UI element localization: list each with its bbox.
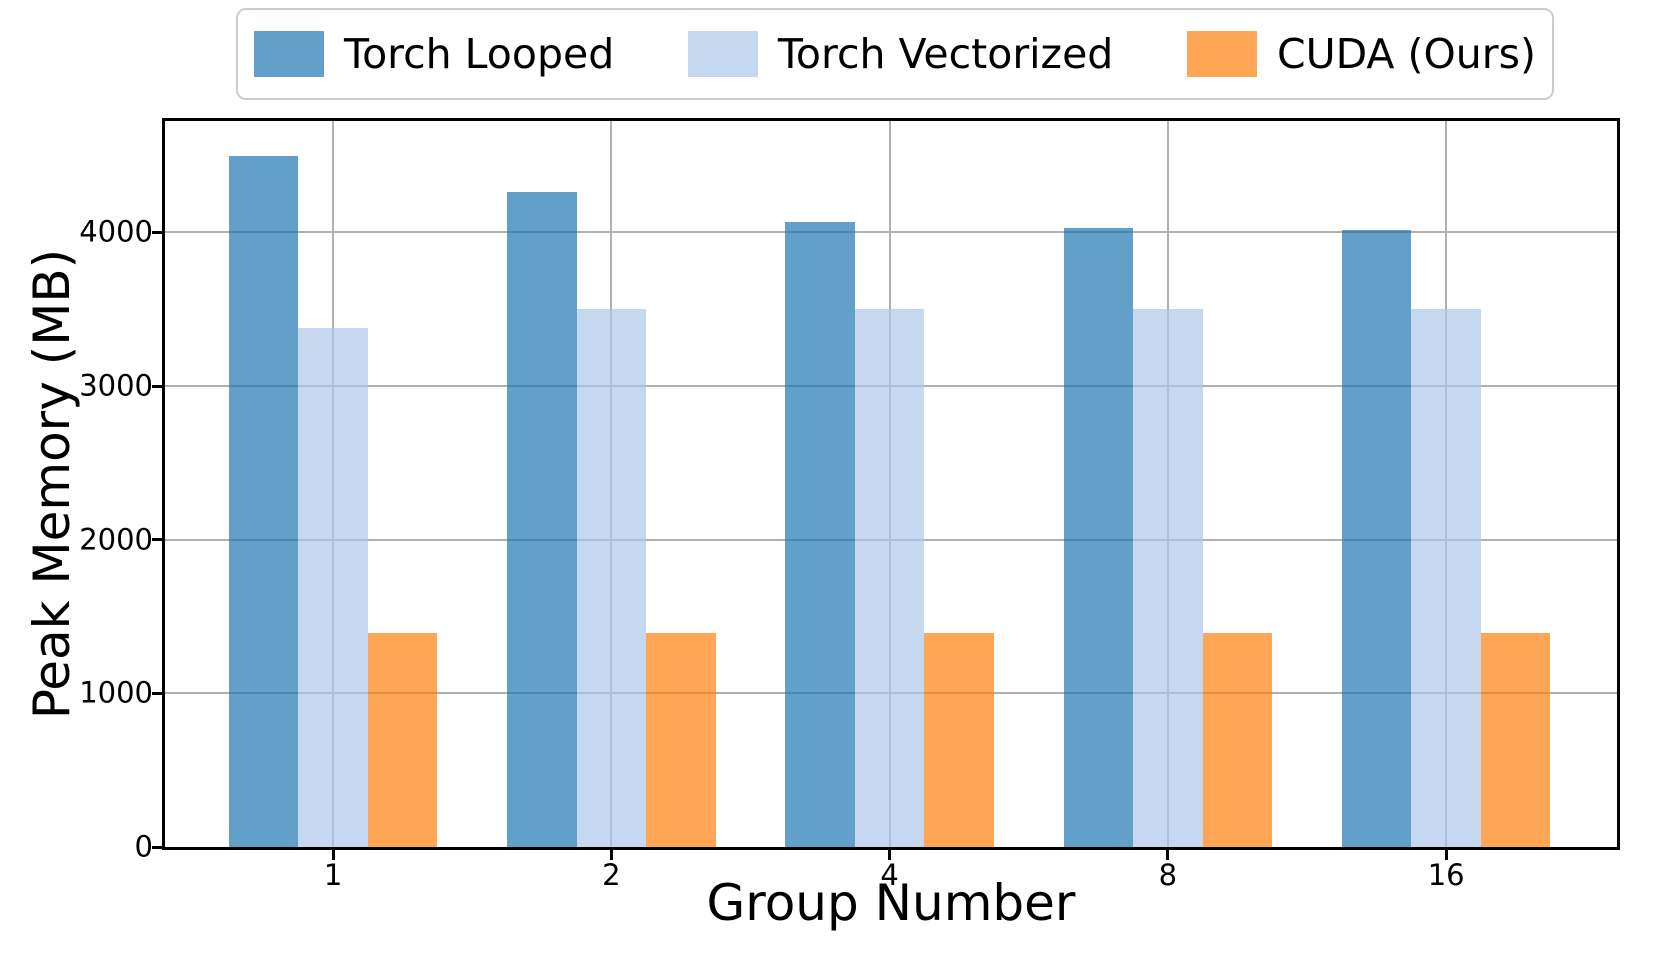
bar-torch-looped-group-2	[507, 192, 577, 847]
x-tick-2	[609, 850, 613, 860]
bar-torch-looped-group-1	[228, 155, 299, 847]
bar-cuda-ours-group-4	[924, 633, 994, 847]
bar-torch-vectorized-group-1	[298, 327, 368, 847]
y-tick-label-3000: 3000	[79, 368, 153, 403]
x-tick-label-1: 1	[323, 858, 343, 892]
bar-cuda-ours-group-1	[367, 633, 438, 847]
bar-torch-vectorized-group-2	[576, 309, 647, 847]
x-tick-label-8: 8	[1158, 858, 1178, 892]
bar-cuda-ours-group-16	[1480, 633, 1551, 847]
bar-torch-vectorized-group-4	[854, 309, 925, 847]
x-axis-label: Group Number	[706, 874, 1076, 932]
bar-torch-vectorized-group-8	[1133, 309, 1203, 847]
bar-torch-vectorized-group-16	[1411, 309, 1481, 847]
x-tick-8	[1166, 850, 1170, 860]
y-axis-label: Peak Memory (MB)	[23, 248, 81, 720]
legend-item-cuda-ours: CUDA (Ours)	[1186, 29, 1536, 78]
x-tick-16	[1444, 850, 1448, 860]
bar-torch-looped-group-16	[1341, 230, 1412, 847]
x-tick-1	[331, 850, 335, 860]
x-tick-label-2: 2	[602, 858, 621, 892]
legend-item-torch-looped: Torch Looped	[254, 31, 614, 77]
bar-torch-looped-group-8	[1063, 227, 1134, 847]
legend-swatch-torch-vectorized	[687, 31, 758, 77]
y-tick-1000	[152, 691, 162, 695]
y-tick-0	[152, 845, 162, 849]
legend-swatch-torch-looped	[254, 31, 324, 77]
x-tick-label-4: 4	[880, 858, 899, 892]
x-tick-4	[888, 850, 892, 860]
y-tick-label-1000: 1000	[79, 675, 153, 710]
y-tick-3000	[152, 384, 162, 388]
legend-label-torch-vectorized: Torch Vectorized	[777, 29, 1114, 78]
x-tick-label-16: 16	[1427, 858, 1465, 892]
y-tick-label-2000: 2000	[79, 522, 153, 557]
y-tick-2000	[152, 538, 162, 542]
plot-area: 0 1000 2000 3000 4000 1 2 4 8 16	[79, 118, 1620, 890]
y-tick-label-4000: 4000	[79, 214, 153, 249]
legend-item-torch-vectorized: Torch Vectorized	[687, 29, 1114, 78]
legend-label-cuda-ours: CUDA (Ours)	[1276, 29, 1536, 78]
bar-cuda-ours-group-2	[646, 633, 716, 847]
legend: Torch Looped Torch Vectorized CUDA (Ours…	[236, 8, 1554, 100]
y-tick-4000	[152, 230, 162, 234]
bar-cuda-ours-group-8	[1202, 633, 1273, 847]
legend-swatch-cuda-ours	[1186, 31, 1257, 77]
y-tick-label-0: 0	[134, 829, 153, 864]
gridline-y-4000	[165, 231, 1617, 234]
bar-torch-looped-group-4	[785, 221, 855, 847]
legend-label-torch-looped: Torch Looped	[344, 29, 615, 78]
